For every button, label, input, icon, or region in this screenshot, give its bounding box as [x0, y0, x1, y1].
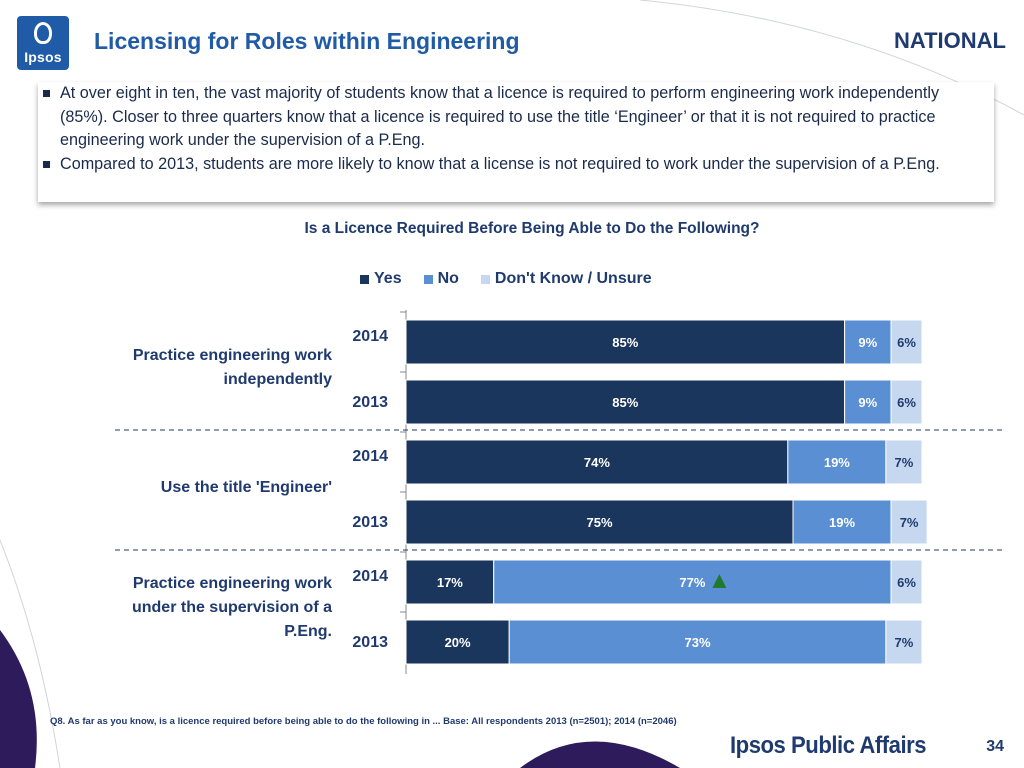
category-label: independently — [224, 371, 333, 388]
legend-item-dont-know: Don't Know / Unsure — [480, 268, 652, 290]
bar-segment — [405, 319, 846, 365]
data-label: 19% — [829, 515, 855, 530]
bar-segment — [405, 499, 794, 545]
finding-bullet: Compared to 2013, students are more like… — [43, 153, 990, 177]
category-label: P.Eng. — [284, 623, 332, 640]
bar-segment — [508, 619, 887, 665]
year-tick-label: 2014 — [352, 448, 388, 465]
data-label: 7% — [895, 635, 914, 650]
category-label: Practice engineering work — [133, 347, 332, 364]
data-label: 20% — [445, 635, 471, 650]
legend-label-dont-know: Don't Know / Unsure — [494, 270, 652, 287]
data-label: 9% — [858, 335, 877, 350]
bar-segment — [890, 499, 928, 545]
logo-text: Ipsos — [24, 49, 62, 65]
ipsos-logo: Ipsos — [17, 16, 69, 70]
page-number: 34 — [986, 738, 1004, 755]
data-label: 75% — [586, 515, 612, 530]
legend-label-yes: Yes — [374, 270, 402, 287]
legend-swatch-no — [423, 274, 433, 284]
data-label: 73% — [685, 635, 711, 650]
data-label: 6% — [897, 395, 916, 410]
data-label: 19% — [824, 455, 850, 470]
legend-swatch-dont-know — [480, 274, 490, 284]
year-tick-label: 2013 — [352, 634, 388, 651]
data-label: 17% — [437, 575, 463, 590]
bar-segment — [405, 379, 846, 425]
bar-segment — [885, 439, 923, 485]
finding-bullet: At over eight in ten, the vast majority … — [43, 82, 990, 153]
category-label: under the supervision of a — [132, 599, 332, 616]
category-label: Use the title 'Engineer' — [161, 479, 332, 496]
legend-label-no: No — [437, 270, 459, 287]
data-label: 7% — [900, 515, 919, 530]
bar-segment — [844, 379, 892, 425]
year-tick-label: 2013 — [352, 514, 388, 531]
key-findings-box: At over eight in ten, the vast majority … — [38, 82, 994, 202]
region-label: NATIONAL — [893, 28, 1006, 53]
category-label: Practice engineering work — [133, 575, 332, 592]
page-title: Licensing for Roles within Engineering — [94, 28, 520, 54]
data-label: 6% — [897, 335, 916, 350]
chart-legend: Yes No Don't Know / Unsure — [360, 268, 652, 290]
bar-segment — [844, 319, 892, 365]
legend-item-yes: Yes — [360, 268, 402, 290]
year-tick-label: 2014 — [352, 568, 388, 585]
bar-segment — [405, 619, 510, 665]
data-label: 85% — [612, 395, 638, 410]
bar-segment — [885, 619, 923, 665]
ipsos-logo-mark-icon — [34, 22, 52, 44]
bar-segment — [493, 559, 892, 605]
bar-segment — [890, 379, 923, 425]
year-tick-label: 2014 — [352, 328, 388, 345]
data-label: 6% — [897, 575, 916, 590]
bar-segment — [405, 439, 789, 485]
legend-swatch-yes — [360, 274, 369, 284]
chart-title: Is a Licence Required Before Being Able … — [304, 220, 760, 237]
bar-segment — [890, 559, 923, 605]
bar-segment — [890, 319, 923, 365]
bar-segment — [787, 439, 887, 485]
legend-item-no: No — [423, 268, 459, 290]
data-label: 85% — [612, 335, 638, 350]
data-label: 74% — [584, 455, 610, 470]
data-label: 7% — [895, 455, 914, 470]
year-tick-label: 2013 — [352, 394, 388, 411]
data-label: 77% — [679, 575, 705, 590]
data-label: 9% — [858, 395, 877, 410]
footnote: Q8. As far as you know, is a licence req… — [50, 716, 677, 727]
significant-increase-icon — [712, 574, 727, 588]
brand-name: Ipsos Public Affairs — [730, 732, 927, 759]
